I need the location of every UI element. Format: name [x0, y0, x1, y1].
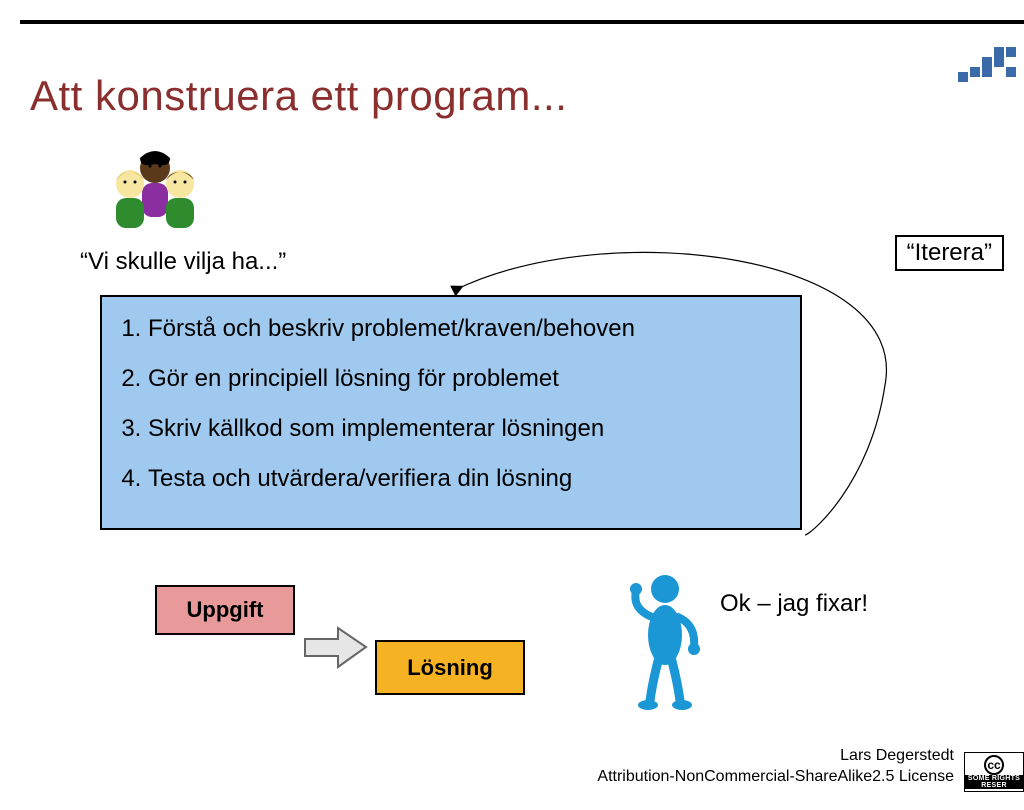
- corner-logo-icon: [954, 42, 1024, 82]
- block-arrow-icon: [300, 625, 370, 670]
- people-group-icon: [110, 150, 200, 230]
- slide-title: Att konstruera ett program...: [30, 72, 567, 120]
- cc-symbol: cc: [984, 755, 1004, 775]
- footer-license: Attribution-NonCommercial-ShareAlike2.5 …: [597, 766, 954, 788]
- step-4: Testa och utvärdera/verifiera din lösnin…: [148, 465, 778, 493]
- uppgift-box: Uppgift: [155, 585, 295, 635]
- footer: Lars Degerstedt Attribution-NonCommercia…: [597, 745, 954, 788]
- footer-author: Lars Degerstedt: [597, 745, 954, 767]
- person-icon: [628, 573, 703, 713]
- slide: Att konstruera ett program... “Vi skulle…: [0, 0, 1024, 810]
- steps-box: Förstå och beskriv problemet/kraven/beho…: [100, 295, 802, 530]
- customer-quote: “Vi skulle vilja ha...”: [80, 248, 286, 276]
- losning-label: Lösning: [407, 655, 493, 681]
- uppgift-label: Uppgift: [187, 597, 264, 623]
- logo-cubes: [958, 47, 1016, 82]
- top-rule: [20, 20, 1024, 24]
- ok-caption: Ok – jag fixar!: [720, 590, 868, 618]
- step-3: Skriv källkod som implementerar lösninge…: [148, 415, 778, 443]
- iterate-label-box: “Iterera”: [895, 235, 1004, 271]
- losning-box: Lösning: [375, 640, 525, 695]
- step-2: Gör en principiell lösning för problemet: [148, 365, 778, 393]
- step-1: Förstå och beskriv problemet/kraven/beho…: [148, 315, 778, 343]
- cc-license-icon: cc SOME RIGHTS RESER: [964, 752, 1024, 792]
- cc-caption: SOME RIGHTS RESER: [965, 775, 1023, 789]
